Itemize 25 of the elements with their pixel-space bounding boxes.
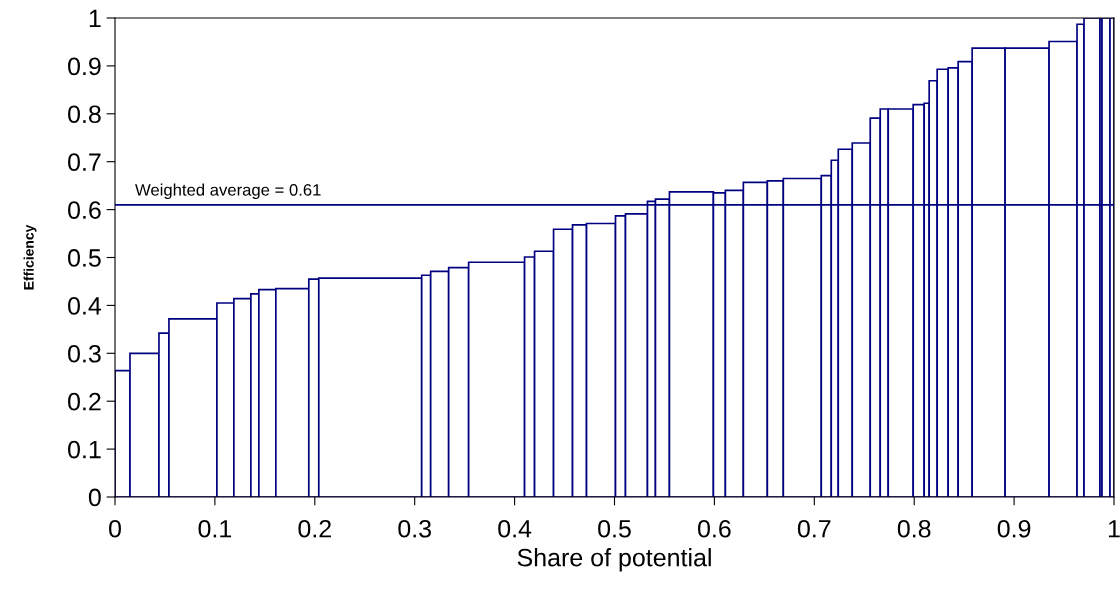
y-tick-label: 0.7 — [68, 153, 101, 171]
x-tick-label: 0.2 — [298, 519, 331, 538]
x-tick-label: 0.6 — [698, 519, 731, 538]
y-tick-label: 0.9 — [68, 57, 101, 76]
y-tick-label: 0.4 — [68, 297, 102, 315]
y-tick-label: 0.8 — [68, 105, 101, 124]
x-tick-label: 0.1 — [198, 519, 232, 538]
x-tick-label: 1 — [1108, 520, 1120, 538]
y-tick-label: 0.5 — [68, 249, 101, 267]
y-axis-title: Efficiency — [23, 224, 37, 290]
x-tick-label: 0.7 — [797, 519, 831, 538]
x-tick-label: 0.5 — [598, 519, 631, 538]
y-tick-label: 0.6 — [68, 201, 101, 219]
y-tick-label: 1 — [89, 9, 101, 28]
x-tick-label: 0 — [109, 519, 121, 538]
x-tick-label: 0.4 — [498, 519, 532, 538]
y-tick-label: 0.3 — [68, 344, 101, 363]
y-tick-label: 0 — [88, 488, 101, 507]
x-tick-label: 0.3 — [398, 519, 431, 538]
x-axis-title: Share of potential — [517, 548, 711, 572]
y-tick-label: 0.1 — [68, 440, 101, 459]
x-tick-label: 0.8 — [897, 519, 931, 538]
y-tick-label: 0.2 — [68, 392, 101, 411]
x-tick-label: 0.9 — [997, 519, 1031, 538]
ref-line-label: Weighted average = 0.61 — [135, 183, 321, 200]
